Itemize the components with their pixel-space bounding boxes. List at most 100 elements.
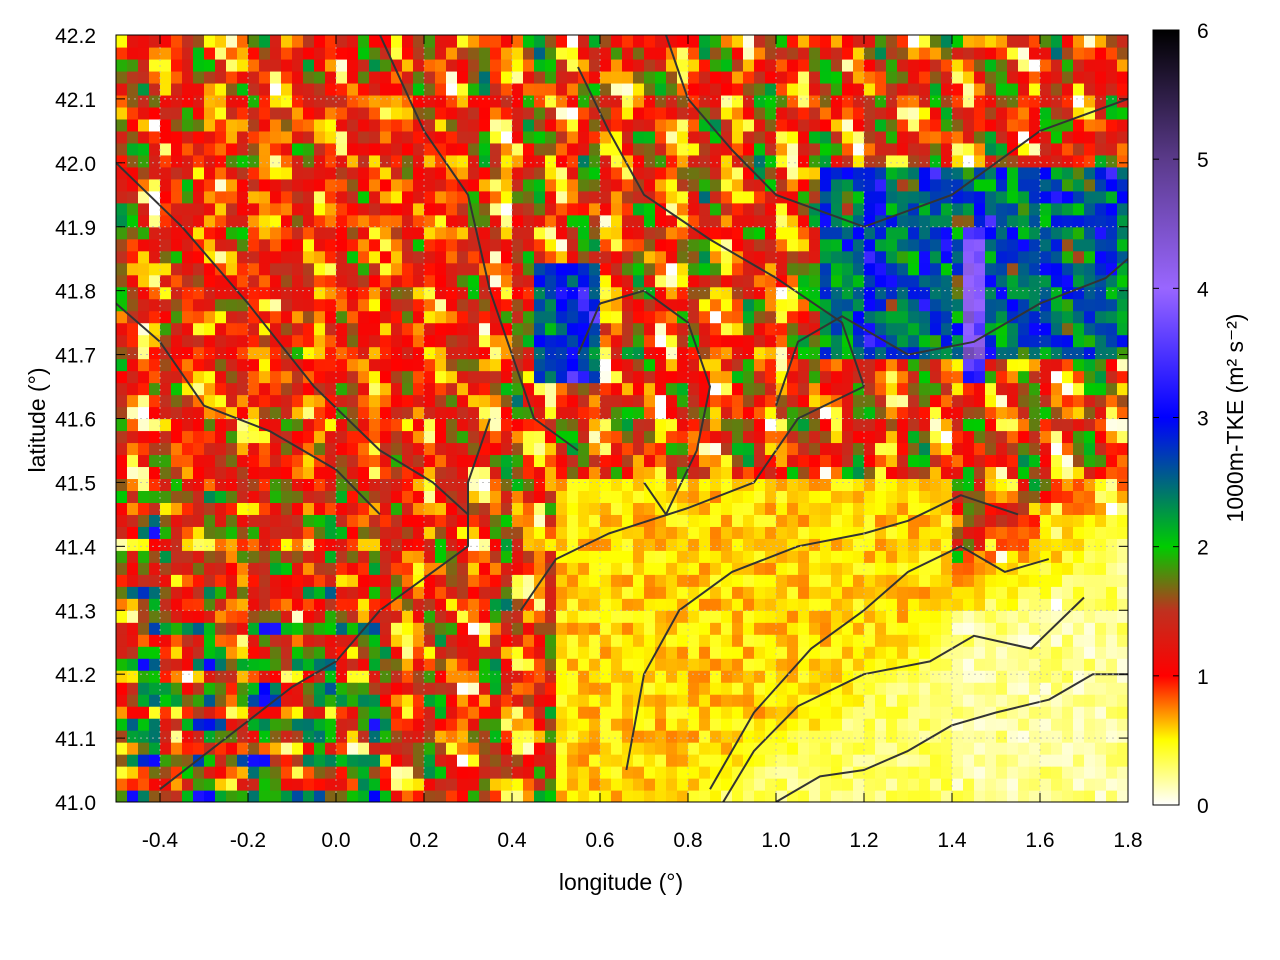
heatmap-cell [424, 478, 436, 491]
heatmap-cell [809, 466, 821, 480]
heatmap-cell [919, 202, 931, 216]
heatmap-cell [160, 370, 172, 384]
heatmap-cell [556, 598, 568, 611]
heatmap-cell [655, 418, 667, 432]
heatmap-cell [160, 154, 172, 168]
heatmap-cell [875, 394, 887, 408]
heatmap-cell [787, 490, 799, 503]
heatmap-cell [1051, 526, 1063, 539]
heatmap-cell [952, 154, 964, 168]
heatmap-cell [908, 526, 920, 539]
heatmap-cell [655, 166, 667, 180]
heatmap-cell [182, 442, 194, 456]
heatmap-cell [666, 790, 678, 802]
heatmap-cell [963, 766, 975, 779]
heatmap-cell [611, 430, 623, 444]
heatmap-cell [985, 766, 997, 779]
heatmap-cell [270, 298, 282, 312]
heatmap-cell [820, 358, 832, 372]
heatmap-cell [1051, 646, 1063, 659]
heatmap-cell [523, 370, 535, 384]
heatmap-cell [1073, 766, 1085, 779]
heatmap-cell [138, 226, 150, 240]
heatmap-cell [1084, 322, 1096, 336]
heatmap-cell [633, 322, 645, 336]
heatmap-cell [182, 262, 194, 276]
heatmap-cell [886, 766, 898, 779]
heatmap-cell [908, 454, 920, 468]
heatmap-cell [798, 646, 810, 659]
heatmap-cell [886, 670, 898, 683]
heatmap-cell [600, 346, 612, 360]
heatmap-cell [919, 730, 931, 743]
heatmap-cell [776, 610, 788, 623]
heatmap-cell [831, 250, 843, 264]
heatmap-cell [820, 466, 832, 480]
heatmap-cell [842, 478, 854, 491]
heatmap-cell [567, 478, 579, 491]
heatmap-cell [171, 382, 183, 396]
heatmap-cell [688, 454, 700, 468]
heatmap-cell [303, 442, 315, 456]
heatmap-cell [743, 490, 755, 503]
heatmap-cell [897, 154, 909, 168]
heatmap-cell [1073, 406, 1085, 420]
heatmap-cell [556, 718, 568, 731]
heatmap-cell [567, 442, 579, 456]
heatmap-cell [226, 406, 238, 420]
heatmap-cell [435, 622, 447, 635]
heatmap-cell [1117, 790, 1128, 802]
heatmap-cell [666, 166, 678, 180]
heatmap-cell [952, 562, 964, 575]
heatmap-cell [325, 514, 337, 527]
heatmap-cell [248, 262, 260, 276]
heatmap-cell [160, 478, 172, 491]
heatmap-cell [809, 310, 821, 324]
heatmap-cell [523, 682, 535, 695]
heatmap-cell [721, 418, 733, 432]
heatmap-cell [765, 454, 777, 468]
heatmap-cell [996, 262, 1008, 276]
heatmap-cell [743, 502, 755, 515]
heatmap-cell [578, 610, 590, 623]
heatmap-cell [380, 238, 392, 252]
heatmap-cell [853, 322, 865, 336]
heatmap-cell [391, 478, 403, 491]
heatmap-cell [611, 706, 623, 719]
heatmap-cell [798, 574, 810, 587]
heatmap-cell [1117, 766, 1128, 779]
heatmap-cell [160, 634, 172, 647]
heatmap-cell [1073, 538, 1085, 551]
heatmap-cell [149, 430, 161, 444]
heatmap-cell [1073, 262, 1085, 276]
heatmap-cell [600, 298, 612, 312]
heatmap-cell [699, 694, 711, 707]
heatmap-cell [226, 778, 238, 791]
heatmap-cell [908, 754, 920, 767]
heatmap-cell [886, 214, 898, 228]
heatmap-cell [369, 658, 381, 671]
heatmap-cell [765, 742, 777, 755]
heatmap-cell [402, 250, 414, 264]
heatmap-cell [699, 646, 711, 659]
heatmap-cell [798, 742, 810, 755]
heatmap-cell [358, 694, 370, 707]
heatmap-cell [732, 298, 744, 312]
heatmap-cell [281, 514, 293, 527]
heatmap-cell [611, 250, 623, 264]
heatmap-cell [512, 658, 524, 671]
heatmap-cell [897, 310, 909, 324]
heatmap-cell [853, 646, 865, 659]
heatmap-cell [721, 190, 733, 204]
heatmap-cell [380, 778, 392, 791]
heatmap-cell [270, 550, 282, 563]
heatmap-cell [941, 670, 953, 683]
heatmap-cell [369, 646, 381, 659]
heatmap-cell [930, 742, 942, 755]
heatmap-cell [1007, 394, 1019, 408]
heatmap-cell [952, 730, 964, 743]
heatmap-cell [655, 538, 667, 551]
heatmap-cell [655, 718, 667, 731]
heatmap-cell [611, 478, 623, 491]
heatmap-cell [743, 262, 755, 276]
